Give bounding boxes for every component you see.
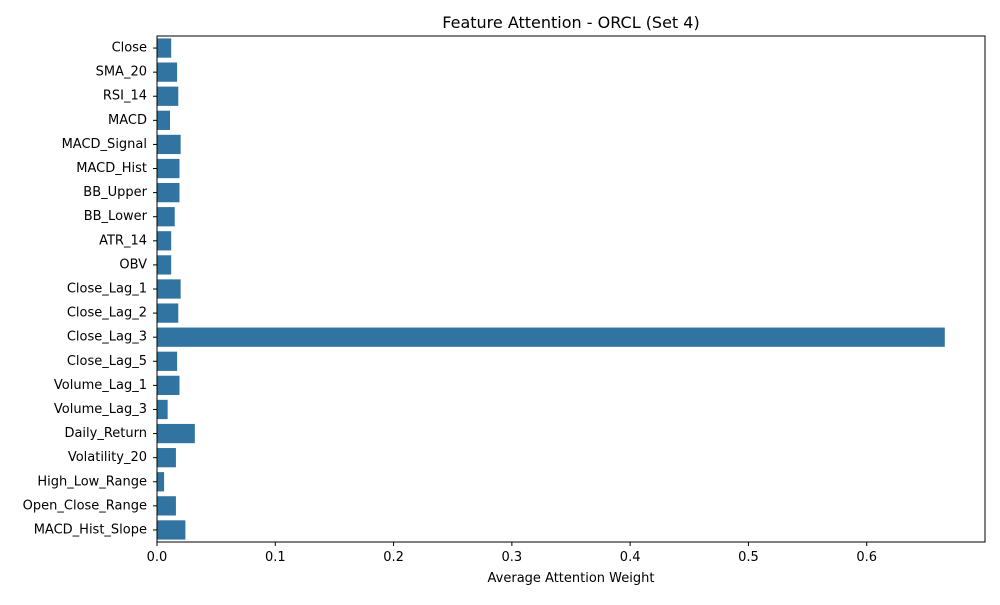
bar-high-low-range	[157, 472, 165, 492]
bar-bb-upper	[157, 182, 180, 203]
y-tick-label: Close_Lag_5	[67, 354, 147, 369]
bar-macd	[157, 110, 171, 130]
y-tick-label: Close	[112, 41, 147, 56]
y-tick-label: MACD_Signal	[62, 137, 147, 152]
bar-close-lag-5	[157, 351, 178, 371]
y-tick-label: MACD_Hist	[76, 161, 147, 176]
bar-volatility-20	[157, 448, 176, 468]
y-tick-label: BB_Lower	[84, 209, 148, 224]
bar-close-lag-3	[157, 327, 945, 347]
bar-close	[157, 38, 172, 58]
y-tick-label: OBV	[119, 257, 147, 272]
y-tick-label: High_Low_Range	[37, 474, 147, 489]
y-tick-label: SMA_20	[96, 65, 147, 80]
y-tick-label: Close_Lag_1	[67, 282, 147, 297]
y-tick-label: Volume_Lag_3	[54, 402, 147, 417]
bar-macd-hist-slope	[157, 520, 186, 540]
y-tick-label: BB_Upper	[83, 185, 147, 200]
bar-close-lag-2	[157, 303, 179, 323]
y-tick-label: MACD	[108, 113, 147, 128]
y-tick-label: ATR_14	[99, 233, 147, 248]
chart-title: Feature Attention - ORCL (Set 4)	[442, 13, 699, 32]
bar-open-close-range	[157, 496, 176, 516]
bar-daily-return	[157, 423, 195, 444]
bar-obv	[157, 255, 172, 275]
bars-layer	[157, 38, 945, 540]
bar-rsi-14	[157, 86, 179, 106]
bar-macd-signal	[157, 134, 181, 155]
y-tick-label: Daily_Return	[64, 426, 147, 441]
y-tick-label: Open_Close_Range	[23, 498, 147, 513]
x-axis: 0.0 0.1 0.2 0.3 0.4 0.5 0.6	[147, 542, 877, 565]
y-axis: Close SMA_20 RSI_14 MACD MACD_Signal MACD_His…	[23, 41, 157, 537]
bar-macd-hist	[157, 158, 180, 179]
y-tick-label: Close_Lag_3	[67, 330, 147, 345]
y-tick-label: Volume_Lag_1	[54, 378, 147, 393]
bar-bb-lower	[157, 207, 175, 227]
x-axis-label: Average Attention Weight	[488, 571, 655, 586]
x-tick-label: 0.4	[620, 550, 641, 565]
x-tick-label: 0.3	[502, 550, 523, 565]
y-tick-label: Close_Lag_2	[67, 306, 147, 321]
y-tick-label: RSI_14	[103, 89, 147, 104]
x-tick-label: 0.5	[738, 550, 759, 565]
bar-sma-20	[157, 62, 178, 82]
plot-frame	[156, 35, 986, 543]
x-tick-label: 0.6	[856, 550, 877, 565]
bar-atr-14	[157, 231, 172, 251]
x-tick-label: 0.0	[147, 550, 168, 565]
y-tick-label: MACD_Hist_Slope	[34, 522, 147, 537]
y-tick-label: Volatility_20	[68, 450, 147, 465]
x-tick-label: 0.1	[265, 550, 286, 565]
x-tick-label: 0.2	[383, 550, 404, 565]
bar-volume-lag-3	[157, 399, 168, 420]
bar-close-lag-1	[157, 279, 181, 299]
bar-volume-lag-1	[157, 375, 180, 396]
